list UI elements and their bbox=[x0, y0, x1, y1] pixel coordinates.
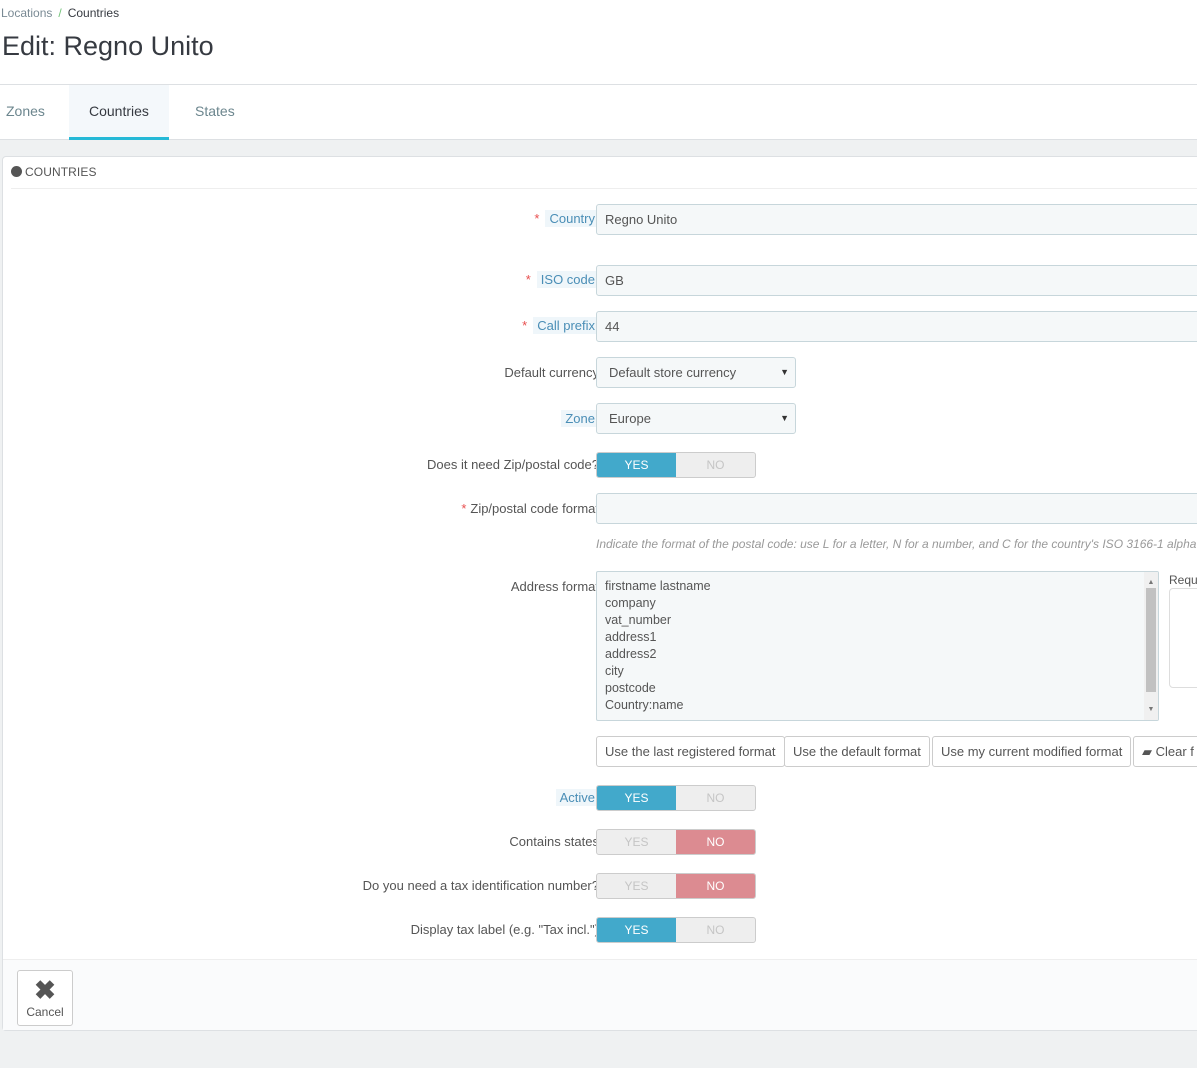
breadcrumb: Locations / Countries bbox=[1, 6, 119, 20]
chevron-down-icon: ▼ bbox=[780, 367, 789, 377]
breadcrumb-separator: / bbox=[58, 6, 62, 20]
address-format-textarea[interactable]: firstname lastname company vat_number addre… bbox=[596, 571, 1159, 721]
use-default-format-button[interactable]: Use the default format bbox=[784, 736, 930, 767]
panel-footer: ✖ Cancel bbox=[3, 959, 1197, 1030]
call-prefix-label: * Call prefix bbox=[522, 317, 599, 334]
need-tax-id-label: Do you need a tax identification number? bbox=[362, 878, 599, 893]
iso-code-label: * ISO code bbox=[526, 271, 599, 288]
eraser-icon: ▰ bbox=[1142, 744, 1156, 759]
tab-countries[interactable]: Countries bbox=[69, 85, 169, 140]
zip-format-input[interactable] bbox=[596, 493, 1197, 524]
panel-heading: COUNTRIES bbox=[11, 165, 97, 179]
page-title: Edit: Regno Unito bbox=[2, 31, 214, 61]
page-header: Locations / Countries Edit: Regno Unito Zo… bbox=[0, 0, 1197, 140]
zip-format-label: * Zip/postal code format bbox=[461, 501, 599, 516]
chevron-down-icon: ▼ bbox=[780, 413, 789, 423]
textarea-scrollbar[interactable]: ▲ ▼ bbox=[1144, 572, 1158, 720]
toggle-yes[interactable]: YES bbox=[624, 835, 649, 849]
close-icon: ✖ bbox=[34, 975, 56, 1005]
zip-format-help: Indicate the format of the postal code: … bbox=[596, 537, 1197, 551]
toggle-no[interactable]: NO bbox=[706, 791, 725, 805]
toggle-yes[interactable]: YES bbox=[624, 879, 649, 893]
required-fields-panel bbox=[1169, 588, 1197, 688]
globe-icon bbox=[11, 166, 22, 177]
tab-zones[interactable]: Zones bbox=[6, 103, 45, 119]
clear-format-button[interactable]: ▰ Clear f bbox=[1133, 736, 1197, 767]
cancel-button[interactable]: ✖ Cancel bbox=[17, 970, 73, 1026]
contains-states-toggle[interactable]: YES NO bbox=[596, 829, 756, 855]
breadcrumb-locations[interactable]: Locations bbox=[1, 6, 53, 20]
need-tax-id-toggle[interactable]: YES NO bbox=[596, 873, 756, 899]
active-label: Active bbox=[555, 789, 599, 806]
use-last-format-button[interactable]: Use the last registered format bbox=[596, 736, 785, 767]
toggle-no[interactable]: NO bbox=[676, 874, 755, 898]
contains-states-label: Contains states bbox=[509, 834, 599, 849]
toggle-no[interactable]: NO bbox=[706, 458, 725, 472]
toggle-yes[interactable]: YES bbox=[597, 918, 676, 942]
active-toggle[interactable]: YES NO bbox=[596, 785, 756, 811]
country-label: * Country bbox=[534, 210, 599, 227]
default-currency-select[interactable]: Default store currency ▼ bbox=[596, 357, 796, 388]
toggle-no[interactable]: NO bbox=[676, 830, 755, 854]
countries-panel: COUNTRIES * Country Regno Unito * ISO code… bbox=[2, 156, 1197, 1031]
zone-select[interactable]: Europe ▼ bbox=[596, 403, 796, 434]
use-current-format-button[interactable]: Use my current modified format bbox=[932, 736, 1132, 767]
display-tax-label-toggle[interactable]: YES NO bbox=[596, 917, 756, 943]
tab-states[interactable]: States bbox=[195, 103, 235, 119]
address-format-label: Address format bbox=[510, 579, 599, 594]
zone-label: Zone bbox=[561, 410, 599, 427]
toggle-no[interactable]: NO bbox=[706, 923, 725, 937]
default-currency-label: Default currency bbox=[504, 365, 599, 380]
required-fields-label: Requ bbox=[1169, 573, 1197, 587]
call-prefix-input[interactable]: 44 bbox=[596, 311, 1197, 342]
toggle-yes[interactable]: YES bbox=[597, 453, 676, 477]
display-tax-label-label: Display tax label (e.g. "Tax incl.") bbox=[410, 922, 599, 937]
toggle-yes[interactable]: YES bbox=[597, 786, 676, 810]
iso-code-input[interactable]: GB bbox=[596, 265, 1197, 296]
need-zip-label: Does it need Zip/postal code? bbox=[427, 457, 599, 472]
tab-bar: Zones Countries States bbox=[0, 84, 1197, 140]
need-zip-toggle[interactable]: YES NO bbox=[596, 452, 756, 478]
panel-title: COUNTRIES bbox=[25, 165, 97, 179]
breadcrumb-current: Countries bbox=[67, 6, 120, 20]
country-input[interactable]: Regno Unito bbox=[596, 204, 1197, 235]
